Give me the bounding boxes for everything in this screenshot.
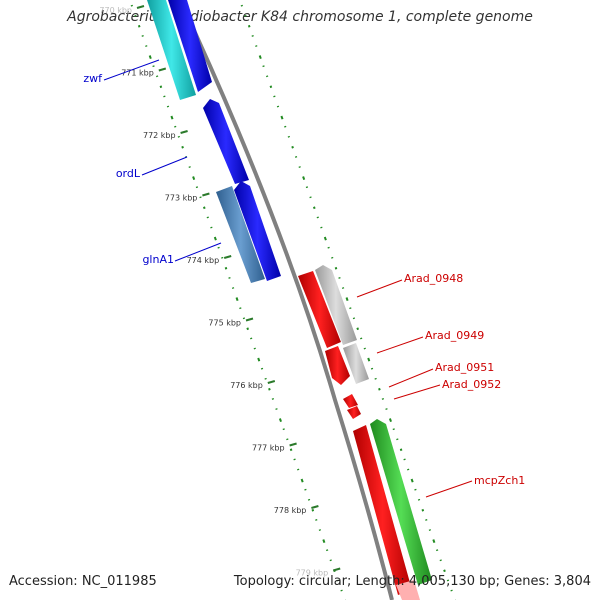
cds-feature-pink[interactable]	[396, 580, 420, 600]
gc-track-dash	[289, 448, 293, 452]
ruler-tick-mark	[158, 67, 167, 72]
gc-track-dash	[388, 418, 392, 423]
cds-feature-glnA1-steel[interactable]	[216, 186, 265, 283]
ruler-tick-label: 775 kbp	[208, 319, 241, 328]
ruler: 770 kbp 771 kbp 772 kbp 773 kbp 774 kbp 775 k…	[99, 5, 341, 578]
gc-track-dash	[345, 297, 349, 302]
cds-feature-glnA1[interactable]	[234, 181, 281, 281]
ruler-tick-mark	[202, 192, 210, 197]
gc-track-dash	[300, 478, 304, 483]
gc-track-dash	[269, 85, 273, 89]
ruler-tick-mark	[223, 255, 232, 259]
cds-feature-ordL[interactable]	[203, 99, 249, 184]
gene-labels: zwf ordL glnA1 Arad_0948 Arad_0949 Arad_…	[83, 59, 525, 498]
gene-label-mcpZch1[interactable]: mcpZch1	[474, 474, 525, 487]
gc-track-dash	[356, 327, 359, 331]
ruler-tick-mark	[332, 567, 341, 572]
gc-track-dash	[410, 478, 414, 483]
cds-feature-mcpZch1[interactable]	[353, 425, 412, 595]
leader-line-Arad-0949	[376, 336, 424, 354]
ruler-tick-label: 776 kbp	[230, 381, 263, 390]
gc-track-dash	[159, 85, 163, 89]
gene-label-Arad-0952[interactable]: Arad_0952	[442, 378, 501, 391]
genome-summary: Topology: circular; Length: 4,005,130 bp…	[233, 574, 591, 589]
gc-track-dash	[302, 176, 306, 181]
gc-track-dash	[170, 115, 174, 120]
gc-track-dash	[235, 297, 239, 302]
leader-line-mcpZch1	[425, 480, 473, 498]
gc-track-dash	[258, 55, 262, 60]
gc-track-dash	[432, 539, 436, 544]
gene-label-glnA1[interactable]: glnA1	[142, 253, 174, 266]
ruler-tick-mark	[245, 317, 254, 322]
ruler-tick-label: 773 kbp	[165, 194, 198, 203]
cds-feature-zwf[interactable]	[168, 0, 212, 92]
gc-track-dash	[367, 357, 371, 362]
cds-feature-mcpZch1-green[interactable]	[370, 419, 432, 585]
gene-label-Arad-0948[interactable]: Arad_0948	[404, 272, 463, 285]
ruler-tick-label: 777 kbp	[252, 444, 285, 453]
gc-track-dash	[247, 24, 251, 28]
gc-track-dash	[443, 569, 446, 573]
gc-track-dash	[323, 236, 327, 241]
ruler-tick-mark	[136, 5, 145, 9]
gc-track-dash	[311, 508, 315, 512]
cds-feature-Arad-0952[interactable]	[347, 406, 361, 419]
leader-line-ordL	[141, 156, 188, 176]
gc-track-dash	[313, 206, 316, 210]
gene-label-Arad-0949[interactable]: Arad_0949	[425, 329, 484, 342]
gc-track-dash	[257, 357, 261, 362]
ruler-tick-mark	[267, 380, 276, 384]
ruler-tick-label: 772 kbp	[143, 131, 176, 140]
gc-track-dash	[246, 327, 249, 331]
cds-feature-cyan[interactable]	[147, 0, 196, 100]
gc-track-dash	[322, 539, 326, 544]
gc-track-dash	[203, 206, 206, 210]
leader-line-Arad-0948	[356, 279, 403, 298]
cds-feature-Arad-0949[interactable]	[325, 346, 350, 385]
gene-label-ordL[interactable]: ordL	[116, 167, 141, 180]
gc-track-dash	[399, 448, 403, 452]
leader-line-Arad-0951	[388, 368, 434, 388]
gc-track-dash	[268, 387, 271, 391]
gc-content-track	[130, 4, 457, 600]
gc-track-dash	[213, 236, 217, 241]
cds-feature-Arad-0948[interactable]	[298, 271, 341, 348]
leader-line-glnA1	[174, 242, 222, 262]
ruler-tick-label: 774 kbp	[187, 256, 220, 265]
gc-track-dash	[291, 145, 294, 149]
ruler-tick-label: 770 kbp	[99, 6, 132, 15]
cds-feature-Arad-0948-grey[interactable]	[315, 265, 357, 345]
ruler-tick-mark	[180, 130, 188, 134]
gc-track-dash	[148, 55, 152, 60]
gc-track-dash	[334, 266, 338, 270]
gc-track-dash	[278, 418, 282, 423]
accession-label: Accession: NC_011985	[9, 574, 157, 589]
cds-feature-Arad-0949-grey[interactable]	[343, 343, 369, 384]
leader-line-Arad-0952	[393, 384, 441, 400]
gc-track-dash	[378, 387, 381, 391]
cds-feature-Arad-0951[interactable]	[343, 394, 358, 408]
leader-line-zwf	[103, 59, 160, 81]
gc-track-dash	[192, 176, 196, 181]
ruler-tick-label: 779 kbp	[296, 569, 329, 578]
ruler-tick-mark	[289, 442, 297, 447]
gene-label-zwf[interactable]: zwf	[83, 72, 103, 85]
gene-label-Arad-0951[interactable]: Arad_0951	[435, 361, 494, 374]
ruler-tick-label: 778 kbp	[274, 506, 307, 515]
ruler-tick-mark	[311, 505, 319, 509]
gc-track-dash	[280, 115, 284, 120]
features-left-strand	[147, 0, 281, 283]
chromosome-backbone	[178, 0, 394, 600]
ruler-tick-label: 771 kbp	[121, 69, 154, 78]
gc-track-dash	[421, 508, 425, 512]
gc-track-dash	[224, 266, 228, 270]
gc-track-dash	[137, 24, 141, 28]
features-right-strand	[298, 265, 432, 600]
gc-track-dash	[181, 145, 184, 149]
